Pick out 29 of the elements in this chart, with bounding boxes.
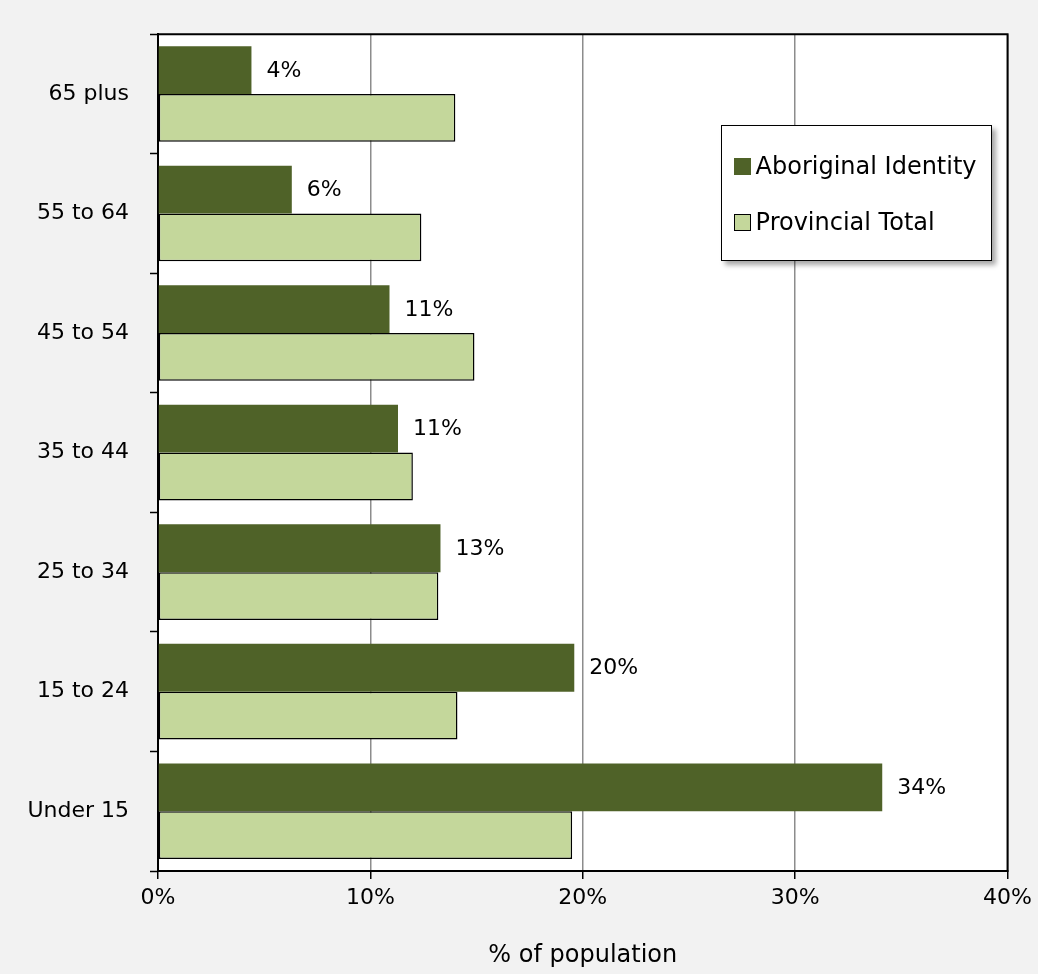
y-tick-label: 35 to 44 bbox=[36, 438, 129, 464]
x-tick-label: 10% bbox=[345, 883, 395, 909]
data-label: 20% bbox=[589, 654, 639, 680]
data-label: 11% bbox=[404, 295, 454, 321]
data-label: 34% bbox=[897, 774, 947, 800]
x-tick-label: 0% bbox=[140, 883, 176, 909]
legend-label: Provincial Total bbox=[755, 208, 935, 237]
x-tick-label: 40% bbox=[983, 883, 1032, 909]
bar bbox=[158, 763, 883, 812]
y-tick-label: 55 to 64 bbox=[36, 199, 129, 225]
bar bbox=[158, 165, 292, 214]
bar bbox=[158, 524, 441, 573]
legend-label: Aboriginal Identity bbox=[755, 152, 977, 181]
bar bbox=[158, 643, 575, 692]
data-label: 6% bbox=[306, 176, 342, 202]
y-tick-label: 25 to 34 bbox=[36, 557, 129, 583]
y-tick-label: 65 plus bbox=[48, 79, 129, 105]
data-label: 11% bbox=[413, 415, 462, 441]
y-tick-label: 45 to 54 bbox=[36, 318, 129, 344]
bar bbox=[158, 285, 390, 334]
y-tick-label: 15 to 24 bbox=[36, 677, 129, 703]
x-tick-label: 30% bbox=[770, 883, 820, 909]
data-label: 13% bbox=[455, 534, 505, 560]
x-axis-title: % of population bbox=[488, 939, 678, 968]
data-label: 4% bbox=[266, 56, 302, 82]
x-tick-label: 20% bbox=[558, 883, 608, 909]
bar bbox=[158, 404, 398, 453]
y-tick-label: Under 15 bbox=[27, 796, 129, 822]
bar bbox=[158, 46, 252, 94]
